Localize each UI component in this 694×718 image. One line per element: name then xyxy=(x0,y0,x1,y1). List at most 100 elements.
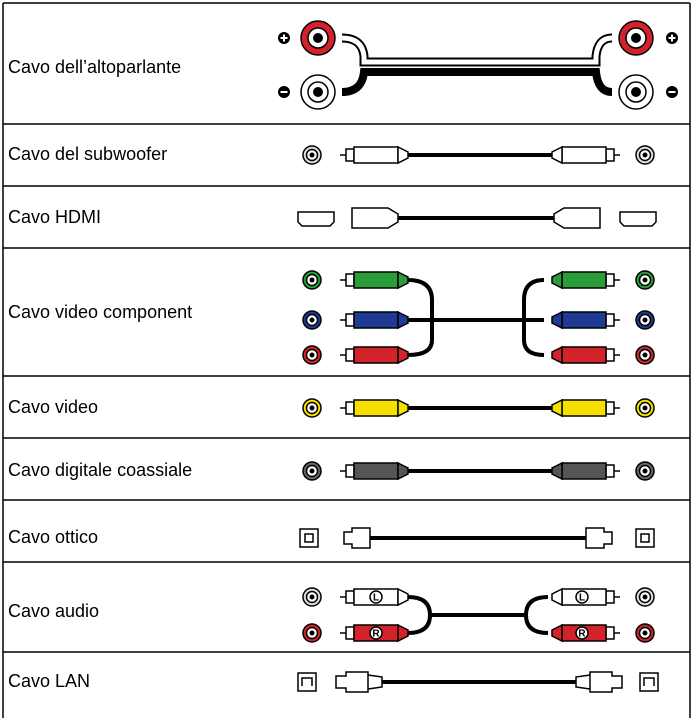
jack xyxy=(309,317,315,323)
optical-plug xyxy=(343,527,371,549)
plug-end xyxy=(397,398,409,418)
plug-end xyxy=(397,461,409,481)
plug-end xyxy=(551,345,563,365)
plug-body xyxy=(353,311,399,329)
hdmi-plug xyxy=(351,207,399,229)
plug-ring xyxy=(605,313,615,327)
plug-end xyxy=(551,461,563,481)
jack xyxy=(309,352,315,358)
plug-ring xyxy=(345,626,355,640)
marker xyxy=(575,590,589,604)
row-label: Cavo HDMI xyxy=(8,207,101,227)
marker-label: R xyxy=(578,629,586,640)
jack xyxy=(642,352,648,358)
terminal xyxy=(313,33,323,43)
plug-ring xyxy=(605,348,615,362)
plug-end xyxy=(551,310,563,330)
plug-body xyxy=(353,399,399,417)
plug-body xyxy=(353,462,399,480)
lan-plug xyxy=(335,671,383,693)
jack xyxy=(309,594,315,600)
terminal xyxy=(631,33,641,43)
plug-end xyxy=(397,270,409,290)
plug-body xyxy=(561,311,607,329)
lan-port xyxy=(301,677,313,686)
optical-port xyxy=(304,533,314,543)
plug-body xyxy=(561,146,607,164)
plug-ring xyxy=(345,590,355,604)
wire xyxy=(341,68,613,96)
marker-label: L xyxy=(579,593,585,604)
lan-port xyxy=(643,677,655,686)
plug-ring xyxy=(345,148,355,162)
row-label: Cavo audio xyxy=(8,601,99,621)
jack xyxy=(642,594,648,600)
plug-ring xyxy=(345,313,355,327)
marker xyxy=(369,626,383,640)
plug-end xyxy=(551,145,563,165)
row-label: Cavo LAN xyxy=(8,671,90,691)
marker xyxy=(575,626,589,640)
lan-port xyxy=(297,672,317,692)
marker-label: L xyxy=(373,593,379,604)
plug-ring xyxy=(345,401,355,415)
jack xyxy=(642,630,648,636)
plug-ring xyxy=(605,148,615,162)
plug-ring xyxy=(605,401,615,415)
plug-end xyxy=(397,145,409,165)
wire xyxy=(341,33,613,67)
hdmi-plug xyxy=(553,207,601,229)
plug-ring xyxy=(605,626,615,640)
jack xyxy=(642,152,648,158)
plug-end xyxy=(397,623,409,643)
jack xyxy=(309,630,315,636)
marker-label: R xyxy=(372,629,380,640)
plug-end xyxy=(551,623,563,643)
plug-body xyxy=(561,399,607,417)
plug-end xyxy=(551,270,563,290)
plug-body xyxy=(561,271,607,289)
cable xyxy=(407,278,545,357)
row-label: Cavo video component xyxy=(8,302,192,322)
jack xyxy=(642,468,648,474)
cable xyxy=(407,595,549,635)
plug-body xyxy=(561,462,607,480)
plug-ring xyxy=(605,273,615,287)
row-label: Cavo ottico xyxy=(8,527,98,547)
jack xyxy=(642,317,648,323)
plug-end xyxy=(551,398,563,418)
row-label: Cavo del subwoofer xyxy=(8,144,167,164)
plug-end xyxy=(551,587,563,607)
plug-body xyxy=(561,346,607,364)
jack xyxy=(309,277,315,283)
wire xyxy=(341,35,613,65)
jack xyxy=(309,468,315,474)
jack xyxy=(642,277,648,283)
plug-body xyxy=(353,271,399,289)
lan-port xyxy=(639,672,659,692)
optical-plug xyxy=(585,527,613,549)
jack xyxy=(642,405,648,411)
plug-end xyxy=(397,310,409,330)
row-label: Cavo video xyxy=(8,397,98,417)
plug-body xyxy=(353,346,399,364)
hdmi-port xyxy=(297,211,335,227)
hdmi-port xyxy=(619,211,657,227)
plug-end xyxy=(397,345,409,365)
row-label: Cavo digitale coassiale xyxy=(8,460,192,480)
marker xyxy=(369,590,383,604)
plug-ring xyxy=(345,348,355,362)
plug-ring xyxy=(605,464,615,478)
optical-port xyxy=(640,533,650,543)
row-label: Cavo dell’altoparlante xyxy=(8,57,181,77)
terminal xyxy=(631,87,641,97)
jack xyxy=(309,405,315,411)
plug-ring xyxy=(605,590,615,604)
plug-body xyxy=(353,146,399,164)
plug-end xyxy=(397,587,409,607)
plug-ring xyxy=(345,273,355,287)
lan-plug xyxy=(575,671,623,693)
plug-ring xyxy=(345,464,355,478)
jack xyxy=(309,152,315,158)
